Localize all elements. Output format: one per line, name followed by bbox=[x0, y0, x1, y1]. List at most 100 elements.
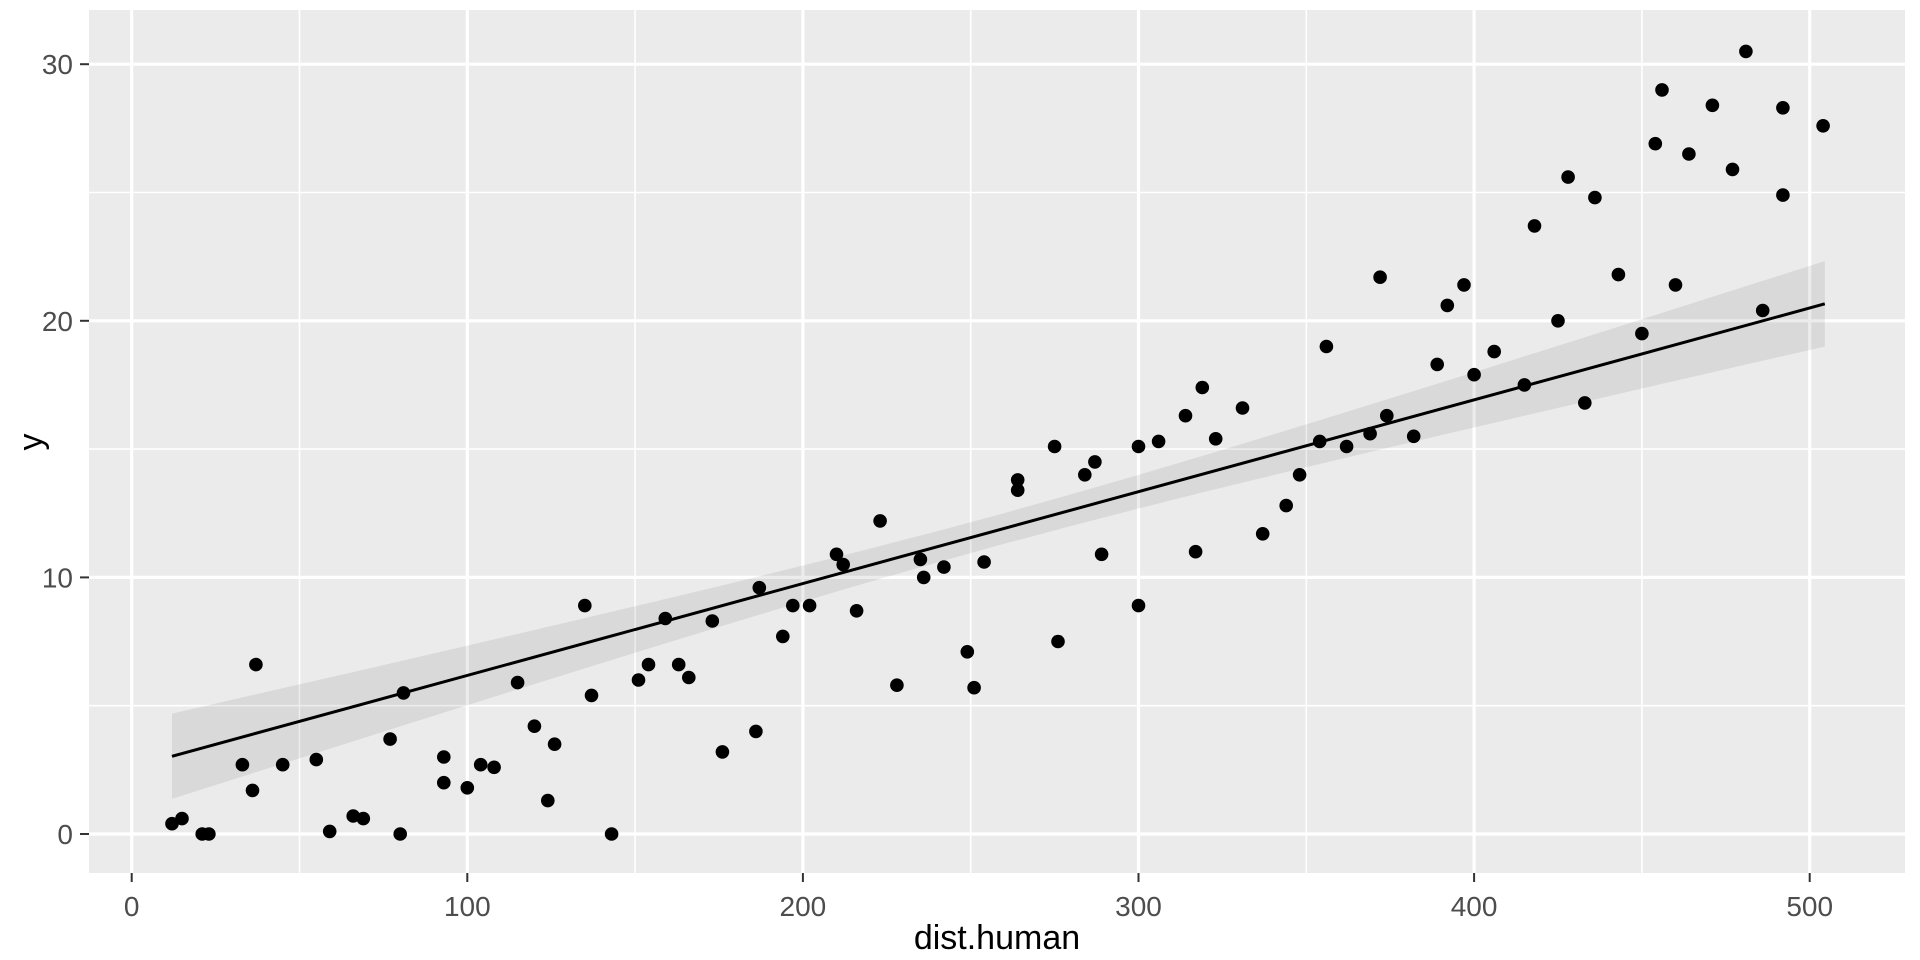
data-point bbox=[1457, 278, 1471, 292]
data-point bbox=[1776, 188, 1790, 202]
data-point bbox=[510, 675, 525, 690]
data-point bbox=[1131, 598, 1146, 613]
data-point bbox=[487, 760, 501, 775]
data-point bbox=[1668, 278, 1683, 292]
data-point bbox=[752, 580, 767, 595]
data-point bbox=[1440, 298, 1455, 313]
data-point bbox=[1561, 170, 1575, 184]
data-point bbox=[1648, 136, 1663, 151]
data-point bbox=[1279, 498, 1293, 513]
data-point bbox=[1208, 432, 1223, 446]
data-point bbox=[1776, 101, 1790, 115]
data-point bbox=[249, 657, 263, 672]
y-tick-label: 20 bbox=[42, 306, 73, 337]
data-point bbox=[1527, 219, 1542, 233]
data-point bbox=[916, 570, 931, 585]
data-point bbox=[913, 552, 928, 567]
data-point bbox=[1235, 401, 1250, 415]
data-point bbox=[1292, 468, 1307, 482]
data-point bbox=[175, 811, 189, 826]
data-point bbox=[1088, 455, 1102, 469]
data-point bbox=[960, 645, 975, 659]
data-point bbox=[1380, 408, 1394, 423]
data-point bbox=[1578, 396, 1592, 410]
data-point bbox=[1319, 339, 1334, 354]
data-point bbox=[836, 557, 850, 572]
data-point bbox=[1705, 98, 1720, 113]
data-point bbox=[460, 781, 475, 795]
data-point bbox=[604, 827, 619, 841]
data-point bbox=[393, 827, 408, 841]
data-point bbox=[541, 793, 555, 808]
data-point bbox=[658, 611, 673, 626]
data-point bbox=[527, 719, 542, 733]
data-point bbox=[1739, 44, 1753, 59]
data-point bbox=[1188, 544, 1203, 559]
data-point bbox=[1588, 190, 1602, 205]
y-tick-label: 10 bbox=[42, 562, 73, 593]
data-point bbox=[547, 737, 562, 751]
data-point bbox=[1635, 326, 1649, 341]
x-tick-label: 200 bbox=[780, 891, 827, 922]
data-point bbox=[776, 629, 790, 644]
data-point bbox=[309, 752, 324, 767]
data-point bbox=[1363, 426, 1377, 441]
y-axis-title: y bbox=[12, 434, 50, 451]
data-point bbox=[383, 732, 397, 746]
data-point bbox=[1611, 267, 1626, 282]
x-tick-label: 400 bbox=[1451, 891, 1498, 922]
data-point bbox=[1047, 439, 1062, 454]
chart-generated-layers: 0 100 200 300 400 500 0 10 20 30 bbox=[42, 10, 1905, 922]
data-point bbox=[1816, 119, 1830, 133]
data-point bbox=[437, 775, 451, 790]
data-point bbox=[1551, 314, 1565, 328]
data-point bbox=[802, 598, 817, 613]
data-point bbox=[578, 598, 592, 613]
y-tick-label: 0 bbox=[57, 819, 73, 850]
data-point bbox=[682, 670, 696, 685]
data-point bbox=[749, 724, 763, 739]
data-point bbox=[829, 547, 844, 562]
data-point bbox=[1339, 439, 1354, 454]
data-point bbox=[977, 555, 991, 569]
data-point bbox=[1010, 483, 1025, 498]
x-tick-label: 0 bbox=[124, 891, 140, 922]
data-point bbox=[705, 614, 720, 628]
data-point bbox=[890, 678, 904, 692]
data-point bbox=[1725, 162, 1740, 177]
data-point bbox=[1487, 344, 1501, 359]
x-tick-label: 300 bbox=[1115, 891, 1162, 922]
data-point bbox=[1010, 473, 1025, 487]
data-point bbox=[1151, 434, 1166, 449]
data-point bbox=[1682, 147, 1696, 161]
data-point bbox=[235, 757, 250, 772]
regression-line bbox=[171, 302, 1826, 758]
data-point bbox=[1467, 367, 1481, 382]
data-point bbox=[786, 598, 800, 613]
data-point bbox=[631, 673, 646, 687]
data-point bbox=[1430, 357, 1444, 372]
data-point bbox=[641, 657, 656, 672]
data-point bbox=[937, 560, 951, 574]
data-point bbox=[1755, 303, 1770, 318]
plot-panel bbox=[89, 10, 1905, 873]
data-point bbox=[396, 686, 411, 700]
data-point bbox=[322, 824, 337, 839]
data-point bbox=[275, 757, 290, 772]
data-point bbox=[1078, 468, 1092, 482]
data-point bbox=[1517, 378, 1532, 392]
data-point bbox=[1655, 83, 1669, 97]
data-point bbox=[671, 657, 686, 672]
y-tick-label: 30 bbox=[42, 49, 73, 80]
data-point bbox=[437, 750, 451, 764]
data-point bbox=[1255, 527, 1270, 541]
data-point bbox=[1131, 439, 1146, 454]
data-point bbox=[1406, 429, 1421, 444]
data-point bbox=[1312, 434, 1327, 449]
data-point bbox=[356, 811, 371, 826]
data-point bbox=[1094, 547, 1109, 562]
data-point bbox=[967, 680, 981, 695]
x-tick-label: 100 bbox=[444, 891, 491, 922]
